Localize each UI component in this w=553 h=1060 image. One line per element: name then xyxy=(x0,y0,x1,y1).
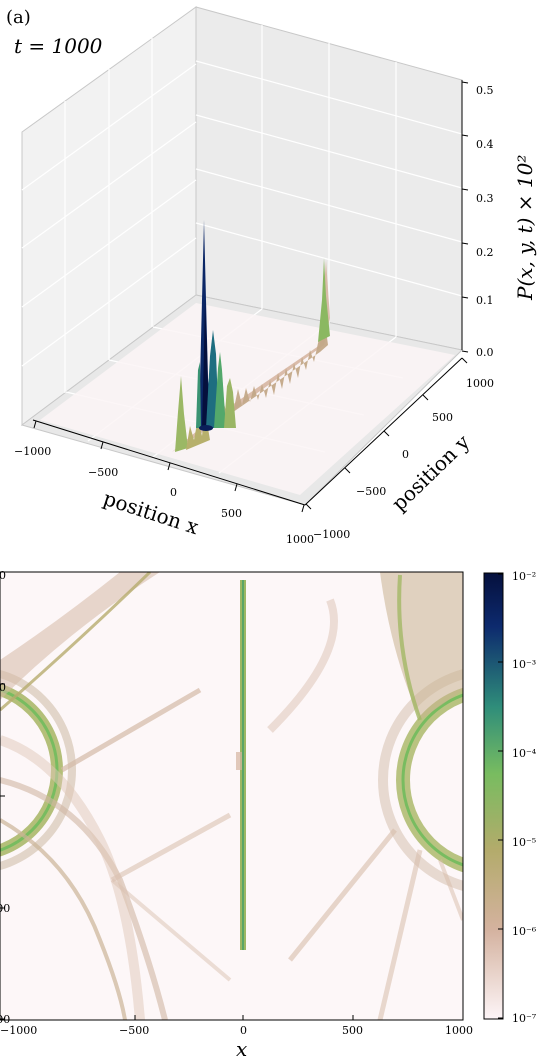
heatmap-y-tick-label: 1000 xyxy=(0,569,6,582)
colorbar-tick-label: 10⁻⁷ xyxy=(512,1012,537,1025)
z-tick-label: 0.1 xyxy=(476,294,494,307)
heatmap-x-axis-label: x xyxy=(236,1037,247,1060)
heatmap-x-tick-label: 0 xyxy=(240,1024,247,1037)
colorbar: 10⁻² 10⁻³ 10⁻⁴ 10⁻⁵ 10⁻⁶ 10⁻⁷ xyxy=(483,570,537,1025)
colorbar-tick-label: 10⁻⁴ xyxy=(512,747,537,760)
heatmap-x-tick-label: 1000 xyxy=(445,1024,473,1037)
time-label: t = 1000 xyxy=(14,34,103,58)
heatmap-panel: 1000 500 0 −500 −1000 −1000 −500 0 500 1… xyxy=(0,569,473,1060)
z-axis: 0.5 0.4 0.3 0.2 0.1 0.0 P(x, y, t) × 10² xyxy=(461,80,537,359)
x-tick-label: −500 xyxy=(88,466,118,479)
colorbar-tick-label: 10⁻² xyxy=(512,570,536,583)
z-axis-label: P(x, y, t) × 10² xyxy=(513,155,537,301)
y-axis-label: position y xyxy=(387,429,475,515)
colorbar-tick-label: 10⁻⁶ xyxy=(512,925,537,938)
z-tick-marks xyxy=(461,81,469,353)
colorbar-tick-label: 10⁻⁵ xyxy=(512,836,536,849)
z-tick-label: 0.3 xyxy=(476,192,494,205)
y-tick-label: −1000 xyxy=(313,528,350,541)
panel-label: (a) xyxy=(6,7,31,28)
colorbar-bar xyxy=(483,572,504,1020)
heatmap-x-ticks xyxy=(0,1015,464,1020)
heatmap-patterns xyxy=(0,572,463,1020)
heatmap-y-tick-label: 500 xyxy=(0,681,6,694)
z-tick-label: 0.5 xyxy=(476,84,494,97)
y-tick-label: 0 xyxy=(402,448,409,461)
y-tick-label: −500 xyxy=(356,485,386,498)
y-tick-label: 500 xyxy=(432,411,453,424)
heatmap-x-tick-label: −1000 xyxy=(0,1024,37,1037)
z-tick-label: 0.4 xyxy=(476,138,494,151)
heatmap-y-ticks xyxy=(0,571,5,1020)
colorbar-tick-label: 10⁻³ xyxy=(512,658,536,671)
heatmap-frame xyxy=(0,571,464,1021)
z-tick-label: 0.2 xyxy=(476,246,494,259)
y-tick-label: 1000 xyxy=(466,377,494,390)
x-tick-label: 1000 xyxy=(286,533,314,546)
surface-panel: 0.5 0.4 0.3 0.2 0.1 0.0 P(x, y, t) × 10²… xyxy=(6,6,537,546)
heatmap-x-tick-label: 500 xyxy=(342,1024,363,1037)
wall-grid xyxy=(21,25,463,393)
x-axis-label: position x xyxy=(100,486,202,539)
z-tick-label: 0.0 xyxy=(476,346,494,359)
heatmap-y-tick-label: −500 xyxy=(0,902,10,915)
heatmap-y-tick-label: −1000 xyxy=(0,1013,10,1026)
x-tick-label: −1000 xyxy=(14,445,51,458)
central-peak xyxy=(196,220,236,431)
x-tick-label: 0 xyxy=(170,486,177,499)
heatmap-x-tick-label: −500 xyxy=(119,1024,149,1037)
x-tick-label: 500 xyxy=(221,507,242,520)
